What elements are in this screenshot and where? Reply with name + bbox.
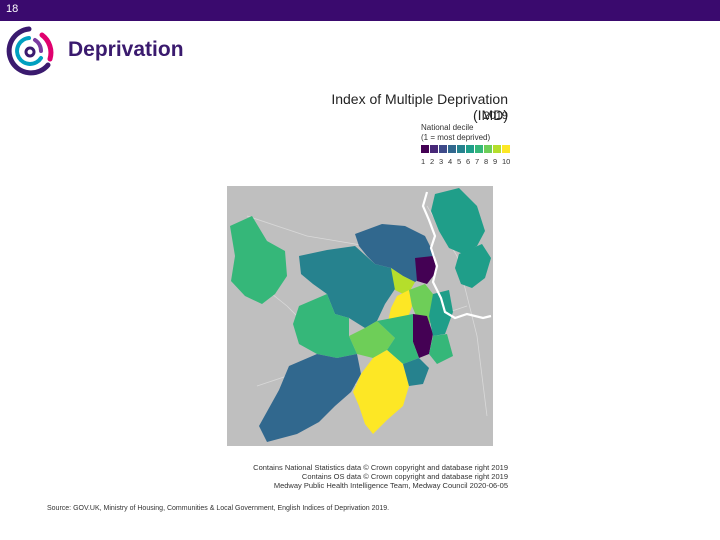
legend-label-7: 7 <box>475 157 480 166</box>
legend-swatch-3 <box>439 145 447 153</box>
legend-label-5: 5 <box>457 157 462 166</box>
region-southeast-green <box>377 314 419 364</box>
top-bar: 18 <box>0 0 720 21</box>
medway-logo-icon <box>6 26 54 76</box>
legend-label-8: 8 <box>484 157 489 166</box>
legend-label-3: 3 <box>439 157 444 166</box>
attribution-line2: Contains OS data © Crown copyright and d… <box>301 472 508 481</box>
region-north-dark <box>415 256 437 284</box>
legend-label-10: 10 <box>502 157 511 166</box>
legend-swatch-8 <box>484 145 492 153</box>
slide-title: Deprivation <box>68 38 184 61</box>
region-river-dark <box>413 314 433 358</box>
region-south-teal <box>403 358 429 386</box>
legend-swatch-1 <box>421 145 429 153</box>
region-southwest-green <box>293 294 357 358</box>
slide-number: 18 <box>6 3 19 15</box>
legend-swatch-6 <box>466 145 474 153</box>
legend-swatch-9 <box>493 145 501 153</box>
legend-label-9: 9 <box>493 157 498 166</box>
region-east <box>455 244 491 288</box>
region-central <box>299 246 397 328</box>
legend-swatch-7 <box>475 145 483 153</box>
legend-swatch-5 <box>457 145 465 153</box>
legend-color-bar <box>421 145 511 153</box>
map-title: Index of Multiple Deprivation (IMD) <box>331 91 508 123</box>
legend-swatch-4 <box>448 145 456 153</box>
legend-swatch-10 <box>502 145 510 153</box>
region-central-yellowgreen <box>391 268 415 296</box>
legend-label-2: 2 <box>430 157 435 166</box>
legend-title-line1: National decile <box>421 123 474 132</box>
attribution-line3: Medway Public Health Intelligence Team, … <box>273 481 508 490</box>
legend-title: National decile (1 = most deprived) <box>421 123 521 143</box>
legend-label-1: 1 <box>421 157 426 166</box>
legend-label-6: 6 <box>466 157 471 166</box>
attribution-line1: Contains National Statistics data © Crow… <box>253 463 508 472</box>
map-year: 2019 <box>483 110 508 122</box>
region-west <box>230 216 287 304</box>
legend-label-4: 4 <box>448 157 453 166</box>
region-south-yellow <box>353 350 409 434</box>
imd-map <box>227 186 493 446</box>
region-southcentral <box>349 321 395 358</box>
legend-title-line2: (1 = most deprived) <box>421 133 491 142</box>
legend-swatch-2 <box>430 145 438 153</box>
region-river-teal <box>429 290 453 336</box>
region-north-central <box>355 224 435 282</box>
source-note: Source: GOV.UK, Ministry of Housing, Com… <box>47 505 390 512</box>
map-attribution: Contains National Statistics data © Crow… <box>190 463 508 490</box>
river <box>421 191 492 320</box>
region-river-green2 <box>429 334 453 364</box>
region-northeast <box>431 188 485 254</box>
legend-labels: 1 2 3 4 5 6 7 8 9 10 <box>421 157 511 166</box>
region-south-large <box>259 354 361 442</box>
